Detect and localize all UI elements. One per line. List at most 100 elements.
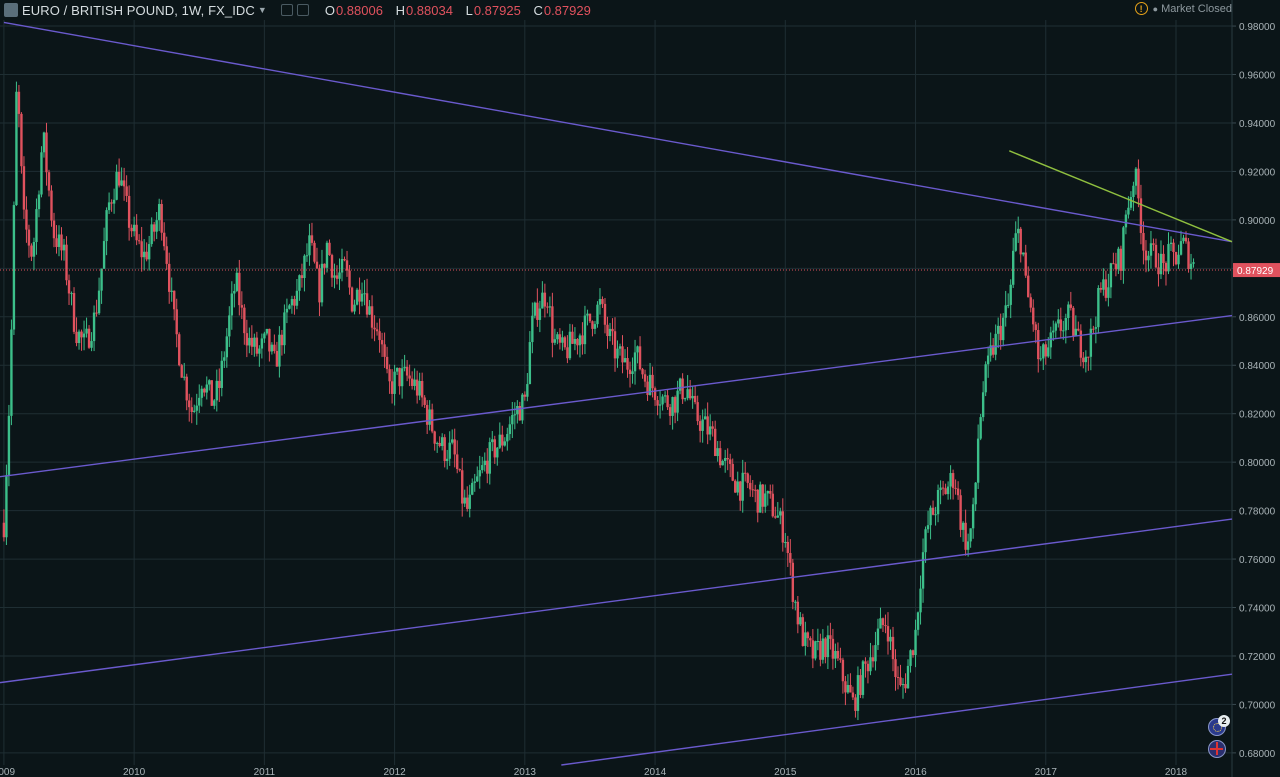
candle-body <box>248 337 251 346</box>
candle <box>1179 230 1183 256</box>
candle <box>856 666 860 721</box>
candle <box>105 207 108 256</box>
candle-body <box>976 438 980 483</box>
candle <box>553 328 557 346</box>
candle <box>633 339 637 385</box>
candle <box>333 263 336 289</box>
candle-body <box>200 388 203 398</box>
candle <box>691 386 694 409</box>
candle <box>656 396 659 416</box>
candle-body <box>170 290 173 292</box>
candle-body <box>1142 232 1145 251</box>
candle-body <box>921 552 925 589</box>
candle <box>706 402 709 445</box>
candle <box>1114 252 1118 277</box>
candle <box>1062 320 1065 340</box>
candle <box>461 457 464 517</box>
candle-body <box>471 482 474 495</box>
candle <box>503 437 507 447</box>
grid <box>0 0 1236 777</box>
trendline-resistance-short <box>1009 150 1233 243</box>
candle <box>806 631 810 648</box>
market-status[interactable]: ! ● Market Closed <box>1134 2 1232 15</box>
candle <box>190 397 193 424</box>
chevron-down-icon[interactable]: ▼ <box>257 5 267 15</box>
candle-body <box>330 255 334 278</box>
candle <box>35 198 38 255</box>
candle-body <box>1099 287 1103 290</box>
candle-body <box>195 405 198 411</box>
candle <box>57 225 61 257</box>
candle <box>165 236 168 271</box>
candle <box>1172 238 1175 267</box>
candle <box>203 387 206 397</box>
candle-body <box>293 299 296 306</box>
candle-body <box>884 625 887 627</box>
candle <box>365 278 369 318</box>
candle-body <box>553 339 557 343</box>
candle-body <box>703 416 707 420</box>
candle-body <box>546 306 549 308</box>
candle-body <box>275 350 279 367</box>
compare-icon[interactable] <box>280 4 293 16</box>
candle-body <box>681 378 684 400</box>
candle-body <box>911 650 915 656</box>
candle-body <box>896 677 900 679</box>
candle <box>696 395 699 426</box>
candle-body <box>233 290 236 294</box>
candle-body <box>235 272 239 291</box>
candle <box>844 675 847 706</box>
candle-body <box>693 395 697 403</box>
candle <box>340 248 344 282</box>
candle <box>919 575 922 625</box>
candle <box>578 333 582 358</box>
candle-body <box>155 220 158 232</box>
candle <box>230 281 234 330</box>
candle-body <box>706 416 709 435</box>
warning-icon: ! <box>1134 2 1148 15</box>
candle-body <box>784 541 787 543</box>
candle-body <box>563 337 567 348</box>
candle-body <box>1172 242 1175 252</box>
candle <box>994 324 997 361</box>
candle <box>831 628 835 670</box>
settings-icon[interactable] <box>296 4 309 16</box>
candle <box>879 607 882 629</box>
candle <box>508 416 512 441</box>
candle <box>536 288 539 327</box>
candle <box>87 325 91 349</box>
candle <box>956 481 960 500</box>
candle <box>561 330 564 351</box>
candle <box>315 247 319 270</box>
candle <box>683 397 687 402</box>
candle <box>986 346 990 378</box>
candle-body <box>623 358 627 363</box>
candle-body <box>476 476 479 482</box>
candle-body <box>1069 304 1073 308</box>
candle <box>881 617 885 632</box>
candle <box>160 199 163 241</box>
candle <box>213 399 216 410</box>
candle <box>478 455 481 489</box>
symbol-icon <box>4 3 18 17</box>
candle <box>851 686 855 701</box>
candle <box>240 291 244 320</box>
candle <box>265 328 269 336</box>
candle <box>859 668 862 699</box>
candle-body <box>646 381 649 395</box>
y-tick-label: 0.90000 <box>1239 216 1276 227</box>
candle <box>445 449 449 470</box>
candle <box>571 324 574 345</box>
candle-body <box>871 657 875 662</box>
candle-body <box>95 312 98 314</box>
candle-body <box>814 641 817 659</box>
candle-body <box>603 303 607 325</box>
candle <box>789 539 792 576</box>
chart-title[interactable]: EURO / BRITISH POUND, 1W, FX_IDC <box>22 2 255 18</box>
candle <box>1029 293 1032 313</box>
uk-flag-icon[interactable] <box>1208 740 1226 758</box>
y-tick-label: 0.74000 <box>1239 604 1276 615</box>
candle-body <box>861 661 865 695</box>
candle-body <box>964 522 967 550</box>
